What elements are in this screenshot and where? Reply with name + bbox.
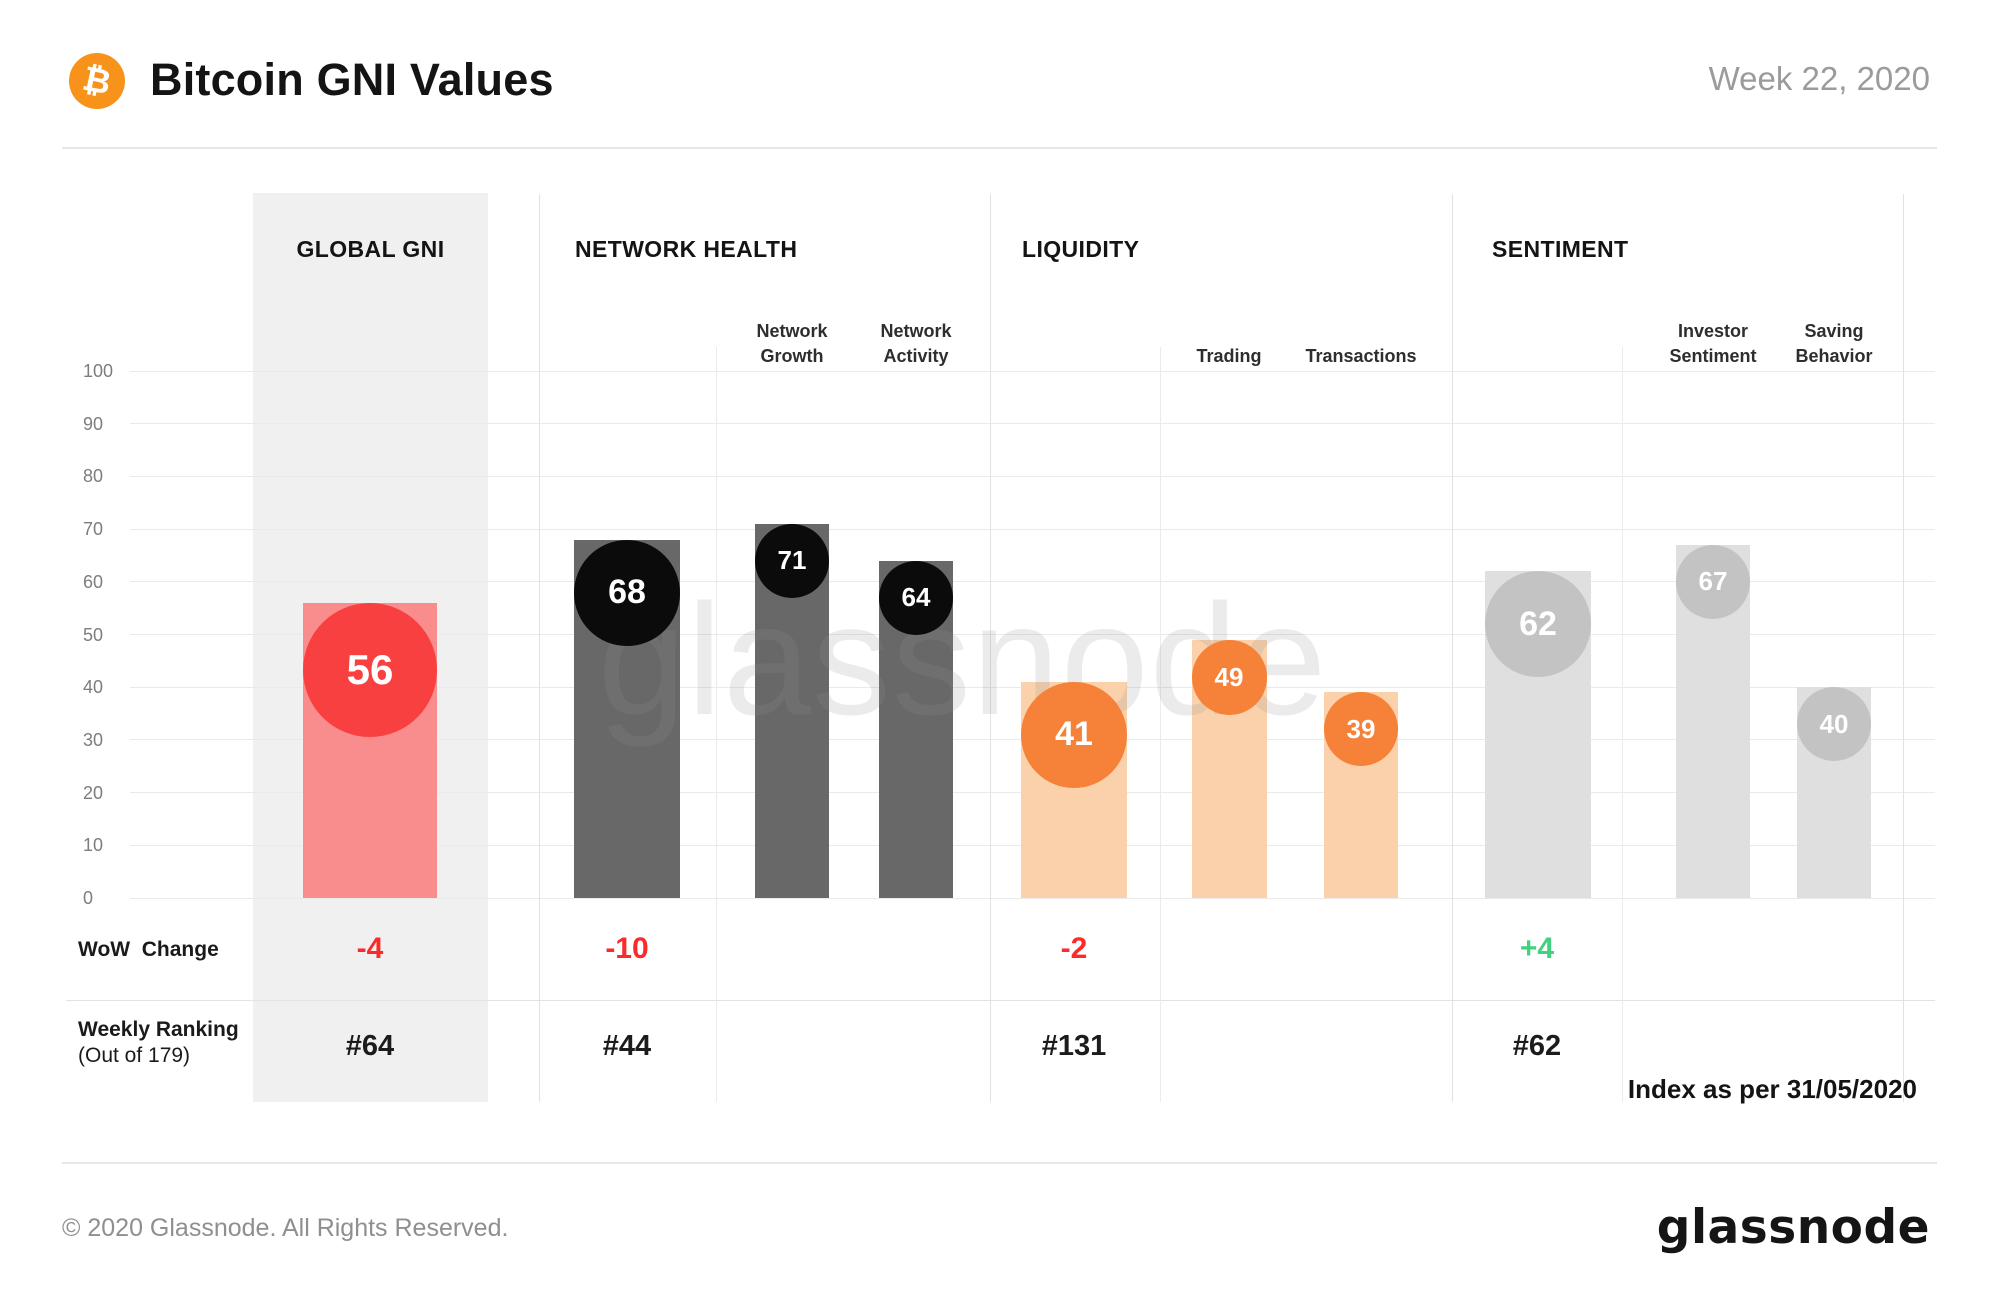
weekly-ranking-value-3: #62 (1512, 1030, 1562, 1062)
section-divider-2 (1452, 194, 1453, 1102)
subcolumn-label-network-activity: Network Activity (880, 321, 952, 366)
y-axis-tick-60: 60 (83, 571, 104, 592)
gridline-80 (130, 475, 1935, 477)
page-title: Bitcoin GNI Values (150, 54, 554, 105)
subcolumn-label-trading: Trading (1196, 345, 1262, 366)
bubble-transactions: 39 (1324, 692, 1398, 767)
y-axis-tick-0: 0 (83, 888, 94, 908)
y-axis-tick-80: 80 (83, 466, 104, 487)
section-title-3: SENTIMENT (1492, 236, 1629, 262)
row-separator (66, 1000, 1935, 1001)
weekly-ranking-row-sublabel: (Out of 179) (78, 1044, 191, 1067)
section-divider-0 (539, 194, 540, 1102)
wow-change-value-3: +4 (1519, 932, 1555, 965)
bubble-liquidity: 41 (1021, 681, 1127, 788)
footer-copyright: © 2020 Glassnode. All Rights Reserved. (62, 1214, 509, 1242)
week-label: Week 22, 2020 (1708, 60, 1930, 97)
subcolumn-label-investor-sentiment: Investor Sentiment (1669, 321, 1757, 366)
bubble-network-activity: 64 (879, 560, 953, 635)
y-axis-tick-50: 50 (83, 624, 104, 645)
section-title-global-gni: GLOBAL GNI (296, 236, 445, 262)
weekly-ranking-row-label: Weekly Ranking (78, 1018, 239, 1041)
y-axis-tick-100: 100 (83, 361, 114, 381)
bitcoin-symbol: ₿ (79, 58, 115, 104)
y-axis-tick-90: 90 (83, 413, 104, 434)
subcolumn-divider-0 (716, 347, 717, 1102)
subcolumn-divider-2 (1622, 347, 1623, 1102)
bubble-global-gni: 56 (303, 602, 437, 737)
bubble-saving-behavior: 40 (1797, 687, 1871, 762)
weekly-ranking-value-1: #44 (602, 1030, 652, 1062)
wow-change-value-0: -4 (356, 932, 384, 965)
subcolumn-label-transactions: Transactions (1305, 345, 1417, 366)
wow-change-value-2: -2 (1060, 932, 1088, 965)
weekly-ranking-value-0: #64 (345, 1030, 395, 1062)
gridline-60 (130, 581, 1935, 583)
footer-divider (62, 1162, 1937, 1164)
gridline-90 (130, 423, 1935, 425)
header-divider (62, 147, 1937, 149)
bitcoin-logo-icon: ₿ (69, 53, 125, 109)
gridline-50 (130, 634, 1935, 635)
y-axis-tick-20: 20 (83, 782, 104, 803)
bubble-investor-sentiment: 67 (1676, 544, 1750, 619)
bubble-network-health: 68 (574, 539, 680, 646)
subcolumn-label-network-growth: Network Growth (756, 321, 828, 366)
index-footnote: Index as per 31/05/2020 (1627, 1074, 1917, 1104)
y-axis-tick-40: 40 (83, 677, 104, 698)
subcolumn-label-saving-behavior: Saving Behavior (1795, 321, 1873, 366)
gridline-0 (130, 897, 1935, 899)
gridline-70 (130, 528, 1935, 530)
bubble-network-growth: 71 (755, 523, 829, 598)
bubble-trading: 49 (1191, 639, 1267, 715)
y-axis-tick-30: 30 (83, 729, 104, 750)
wow-change-value-1: -10 (605, 932, 649, 965)
weekly-ranking-value-2: #131 (1041, 1030, 1107, 1062)
y-axis-tick-70: 70 (83, 519, 104, 540)
subcolumn-divider-1 (1160, 347, 1161, 1102)
section-divider-1 (990, 194, 991, 1102)
section-title-2: LIQUIDITY (1022, 236, 1140, 262)
wow-change-row-label: WoW Change (78, 938, 219, 961)
glassnode-logo: glassnode (1656, 1200, 1930, 1255)
section-divider-3 (1903, 194, 1904, 1102)
y-axis-tick-10: 10 (83, 835, 104, 856)
bubble-sentiment: 62 (1485, 571, 1591, 678)
section-title-1: NETWORK HEALTH (575, 236, 798, 262)
gridline-100 (130, 370, 1935, 372)
